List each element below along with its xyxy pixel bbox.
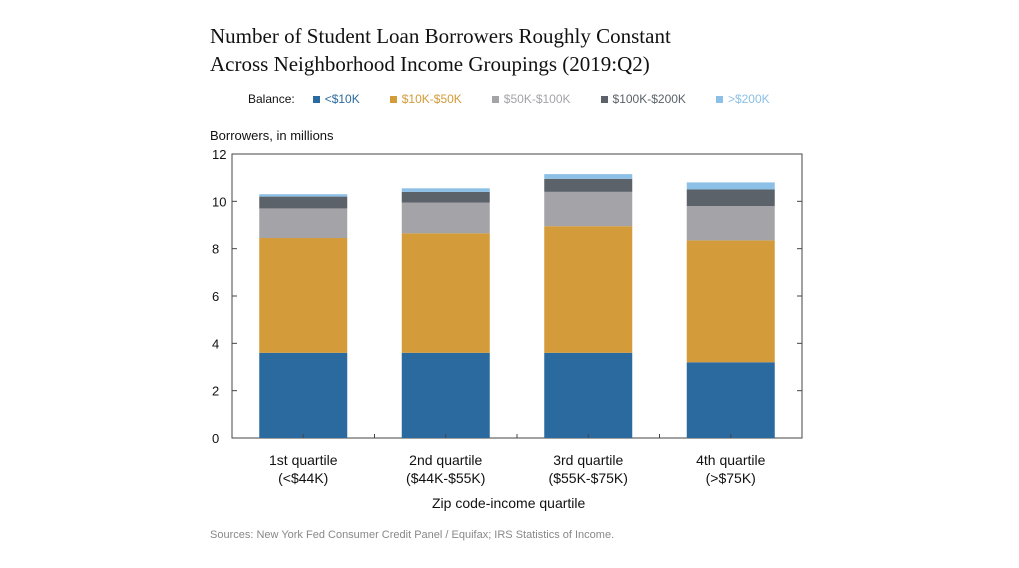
legend-item: $10K-$50K	[389, 92, 462, 106]
legend-swatch	[389, 95, 397, 103]
bar-segment	[401, 191, 490, 203]
chart-title-line1: Number of Student Loan Borrowers Roughly…	[210, 24, 671, 48]
legend-item: $50K-$100K	[491, 92, 571, 106]
bar-segment	[544, 191, 633, 227]
bar-segment	[401, 233, 490, 353]
y-tick-label: 10	[212, 194, 226, 209]
y-tick-label: 12	[212, 147, 226, 162]
x-tick-label-sub: (<$44K)	[278, 470, 328, 486]
legend-label: $50K-$100K	[503, 92, 571, 106]
legend-item: <$10K	[312, 92, 360, 106]
bar-segment	[686, 182, 775, 190]
y-tick-label: 8	[212, 242, 219, 257]
bar-segment	[544, 352, 633, 438]
legend-item: $100K-$200K	[600, 92, 686, 106]
legend-swatch	[600, 95, 608, 103]
bar-segment	[686, 189, 775, 207]
y-axis-label: Borrowers, in millions	[210, 128, 334, 143]
chart-title-line2: Across Neighborhood Income Groupings (20…	[210, 52, 650, 76]
x-tick-label: 4th quartile	[696, 452, 765, 468]
bar-segment	[686, 240, 775, 363]
bar-segment	[259, 194, 348, 197]
bar-segment	[401, 352, 490, 438]
bar-segment	[259, 352, 348, 438]
bar-segment	[686, 362, 775, 438]
bar-segment	[259, 208, 348, 239]
bar-segment	[401, 202, 490, 234]
x-tick-label-sub: ($55K-$75K)	[549, 470, 628, 486]
x-tick-label: 3rd quartile	[553, 452, 623, 468]
source-note: Sources: New York Fed Consumer Credit Pa…	[210, 529, 615, 541]
legend-label: <$10K	[324, 92, 360, 106]
x-tick-label-sub: (>$75K)	[706, 470, 756, 486]
bar-segment	[544, 174, 633, 179]
bar-segment	[259, 196, 348, 209]
legend-swatch	[491, 95, 499, 103]
y-tick-label: 0	[212, 431, 219, 446]
legend-swatch	[715, 95, 723, 103]
x-axis-label: Zip code-income quartile	[432, 495, 586, 511]
legend-swatch	[312, 95, 320, 103]
legend: Balance: <$10K $10K-$50K $50K-$100K $100…	[248, 91, 800, 107]
bar-segment	[544, 178, 633, 192]
legend-label: $10K-$50K	[401, 92, 462, 106]
y-tick-label: 4	[212, 336, 219, 351]
legend-label: $100K-$200K	[612, 92, 686, 106]
y-tick-label: 6	[212, 289, 219, 304]
x-tick-label: 2nd quartile	[409, 452, 482, 468]
legend-lead: Balance:	[248, 92, 295, 106]
chart-title: Number of Student Loan Borrowers Roughly…	[210, 22, 850, 78]
bar-segment	[259, 238, 348, 353]
bar-segment	[544, 226, 633, 353]
legend-item: >$200K	[715, 92, 770, 106]
x-tick-label: 1st quartile	[269, 452, 338, 468]
y-tick-label: 2	[212, 384, 219, 399]
bar-segment	[686, 206, 775, 241]
x-tick-label-sub: ($44K-$55K)	[406, 470, 485, 486]
legend-label: >$200K	[727, 92, 770, 106]
bar-segment	[401, 188, 490, 192]
